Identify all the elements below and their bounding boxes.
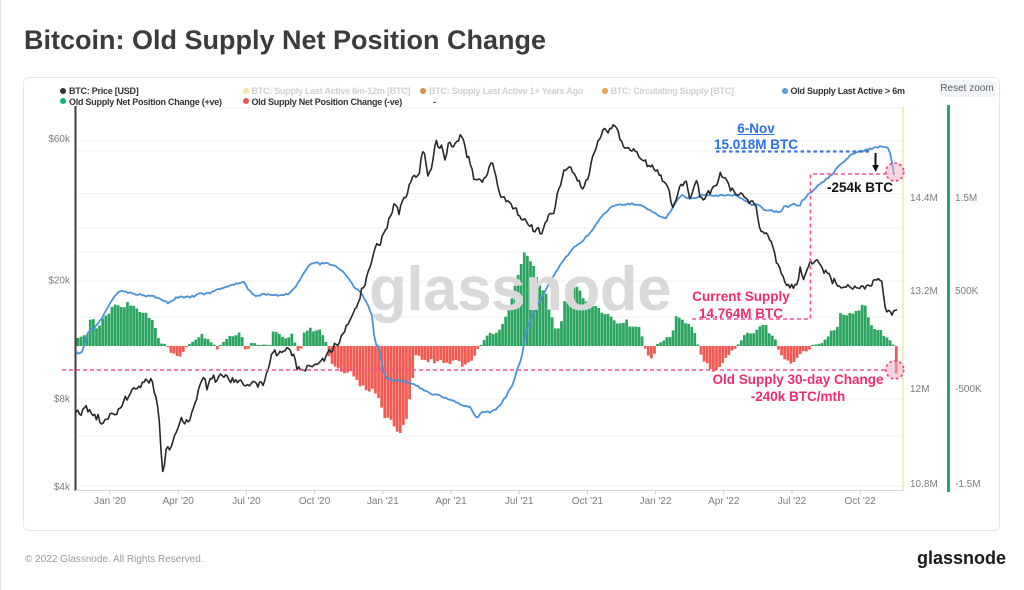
svg-text:$60k: $60k — [48, 134, 71, 145]
svg-text:Oct '20: Oct '20 — [299, 496, 331, 507]
svg-text:10.8M: 10.8M — [910, 479, 938, 490]
svg-text:$4k: $4k — [54, 482, 71, 493]
svg-text:1.5M: 1.5M — [955, 193, 977, 204]
svg-text:14.4M: 14.4M — [910, 193, 938, 204]
svg-text:Jan '21: Jan '21 — [367, 496, 399, 507]
svg-text:Jan '22: Jan '22 — [640, 496, 672, 507]
svg-text:Apr '22: Apr '22 — [708, 496, 740, 507]
svg-text:-500K: -500K — [955, 384, 982, 395]
svg-text:Apr '21: Apr '21 — [435, 496, 467, 507]
svg-text:$8k: $8k — [54, 394, 71, 405]
svg-text:Jul '21: Jul '21 — [505, 496, 534, 507]
svg-text:Oct '22: Oct '22 — [845, 496, 877, 507]
svg-text:Jul '20: Jul '20 — [232, 496, 261, 507]
svg-text:Jul '22: Jul '22 — [778, 496, 807, 507]
svg-text:-1.5M: -1.5M — [955, 479, 981, 490]
svg-text:$20k: $20k — [48, 276, 71, 287]
svg-text:Oct '21: Oct '21 — [572, 496, 604, 507]
svg-text:500K: 500K — [955, 286, 979, 297]
svg-text:Apr '20: Apr '20 — [163, 496, 195, 507]
svg-text:12M: 12M — [910, 384, 929, 395]
svg-text:Jan '20: Jan '20 — [94, 496, 126, 507]
svg-text:13.2M: 13.2M — [910, 286, 938, 297]
